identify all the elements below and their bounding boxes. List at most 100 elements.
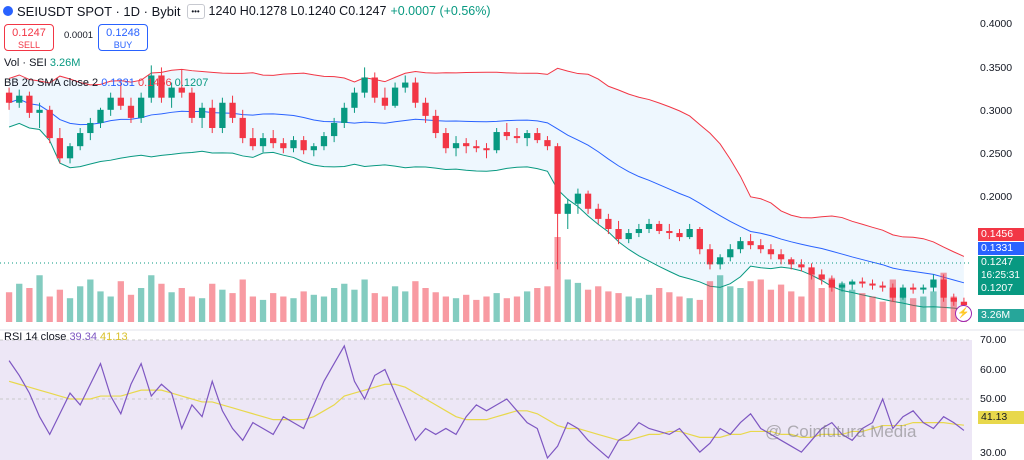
volume-bar: [564, 279, 571, 322]
spread-value: 0.0001: [64, 30, 94, 41]
candle-body: [503, 132, 510, 137]
candle-body: [412, 82, 419, 103]
volume-bar: [178, 288, 185, 322]
candle-body: [920, 287, 927, 290]
volume-bar: [727, 286, 734, 322]
candle-body: [371, 77, 378, 98]
volume-bar: [473, 299, 480, 322]
candle-body: [554, 146, 561, 214]
candle-body: [188, 92, 196, 118]
candle-body: [87, 122, 94, 134]
price-tick: 0.2500: [980, 148, 1013, 160]
candle-body: [940, 279, 947, 298]
bb-basis-price-tag: 0.1331: [978, 242, 1024, 255]
volume-bar: [442, 296, 450, 322]
lightning-icon[interactable]: ⚡: [955, 305, 972, 322]
price-tick: 0.3500: [980, 62, 1013, 74]
candle-body: [46, 109, 53, 139]
volume-bar: [554, 237, 561, 322]
volume-bar: [595, 286, 602, 322]
volume-bar: [950, 296, 957, 322]
candle-body: [229, 102, 236, 118]
candle-body: [381, 97, 389, 106]
volume-bar: [544, 286, 551, 322]
candle-body: [676, 233, 683, 238]
volume-bar: [463, 294, 470, 322]
volume-bar: [391, 286, 399, 322]
rsi-band: [0, 340, 972, 460]
volume-bar: [26, 288, 33, 322]
bb-upper-line: [8, 67, 965, 257]
volume-bars: [5, 237, 968, 322]
candle-body: [930, 279, 937, 288]
volume-bar: [859, 293, 866, 322]
volume-bar: [188, 296, 196, 322]
buy-button[interactable]: 0.1248 BUY: [98, 24, 148, 51]
sell-button[interactable]: 0.1247 SELL: [4, 24, 54, 51]
candle-body: [310, 146, 317, 151]
candle-body: [909, 287, 917, 290]
volume-bar: [97, 291, 104, 322]
candle-body: [564, 203, 571, 214]
volume-bar: [706, 281, 714, 322]
bb-indicator-label: BB 20 SMA close 2: [4, 77, 99, 89]
candle-body: [432, 115, 439, 134]
rsi-lines: [8, 344, 965, 460]
volume-bar: [320, 296, 328, 322]
symbol-title[interactable]: SEIUSDT SPOT · 1D · Bybit: [17, 3, 181, 19]
candle-body: [463, 143, 470, 147]
volume-indicator-label: Vol · SEI: [4, 57, 47, 69]
price-change: +0.0007 (+0.56%): [390, 4, 491, 18]
candle-body: [270, 138, 277, 144]
candle-body: [625, 233, 632, 240]
candles: [5, 65, 968, 306]
volume-bar: [788, 291, 795, 322]
candle-body: [107, 97, 114, 110]
volume-bar: [77, 286, 84, 322]
candle-body: [859, 281, 866, 284]
bb-indicator-legend[interactable]: BB 20 SMA close 2 0.1331 0.1456 0.1207: [4, 77, 208, 89]
volume-bar: [716, 275, 724, 322]
volume-bar: [412, 281, 419, 322]
candle-body: [330, 122, 338, 137]
volume-bar: [56, 289, 64, 322]
rsi-indicator-legend[interactable]: RSI 14 close 39.34 41.13: [4, 331, 128, 343]
candle-body: [402, 82, 409, 88]
volume-bar: [879, 301, 886, 322]
volume-bar: [330, 288, 338, 322]
bb-lower-line: [8, 122, 964, 310]
volume-bar: [798, 296, 805, 322]
candle-body: [290, 140, 297, 149]
volume-bar: [107, 296, 114, 322]
candle-body: [493, 132, 500, 151]
candle-body: [838, 284, 846, 288]
candle-body: [473, 146, 480, 149]
price-tick: 0.4000: [980, 18, 1013, 30]
candle-body: [767, 249, 775, 255]
candle-body: [452, 143, 460, 149]
bollinger-bands: [8, 67, 965, 310]
volume-bar: [219, 289, 226, 322]
candle-body: [300, 140, 307, 151]
volume-indicator-legend[interactable]: Vol · SEI 3.26M: [4, 57, 80, 69]
volume-bar: [493, 293, 500, 322]
candle-body: [259, 138, 267, 147]
candle-body: [5, 92, 13, 103]
volume-bar: [523, 291, 531, 322]
candle-body: [178, 87, 185, 93]
volume-bar: [270, 293, 277, 322]
bb-lower-price-tag: 0.1207: [978, 282, 1024, 295]
rsi-ma-line: [8, 380, 964, 441]
more-options-button[interactable]: •••: [186, 3, 205, 19]
sell-price: 0.1247: [12, 27, 46, 39]
rsi-tick: 30.00: [980, 447, 1007, 459]
candle-body: [798, 264, 805, 268]
volume-bar: [676, 296, 683, 322]
bb-upper-value: 0.1456: [137, 77, 172, 89]
candle-body: [513, 136, 521, 139]
rsi-tick: 50.00: [980, 393, 1007, 405]
volume-bar: [148, 275, 155, 322]
candle-body: [716, 257, 724, 265]
candle-body: [422, 102, 429, 116]
candle-body: [117, 97, 124, 106]
